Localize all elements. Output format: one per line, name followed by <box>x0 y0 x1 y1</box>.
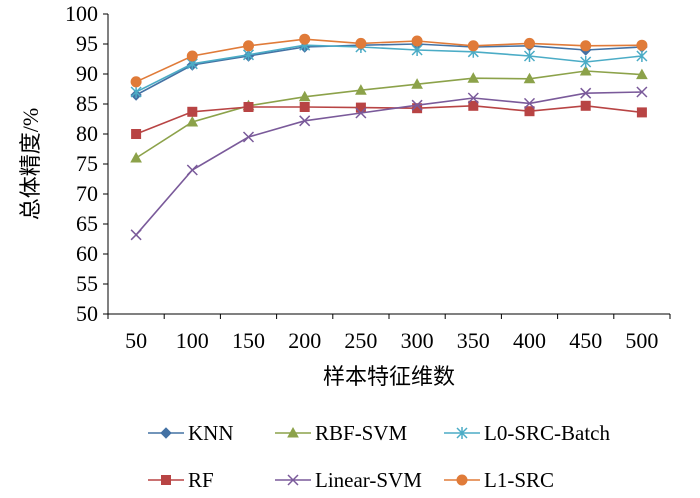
series-line <box>135 44 642 93</box>
x-axis-title: 样本特征维数 <box>323 364 455 389</box>
data-point <box>411 78 423 89</box>
data-point <box>580 87 592 99</box>
legend-label: L0-SRC-Batch <box>484 421 610 445</box>
data-point <box>131 129 142 139</box>
legend-label: Linear-SVM <box>315 468 422 492</box>
data-point <box>242 131 255 143</box>
data-point <box>580 40 592 52</box>
data-point <box>355 84 367 95</box>
data-point <box>243 40 254 52</box>
series-line <box>135 70 642 159</box>
legend-marker <box>287 426 299 438</box>
data-point <box>130 151 142 163</box>
data-point <box>411 35 423 47</box>
data-point <box>355 37 367 49</box>
legend-item: RF <box>148 468 214 492</box>
x-tick-label: 100 <box>176 328 209 353</box>
data-point <box>579 64 592 76</box>
x-tick-label: 50 <box>125 328 147 353</box>
data-point <box>299 33 311 45</box>
data-point <box>636 39 648 51</box>
data-point <box>299 115 311 127</box>
data-point <box>636 107 647 118</box>
data-point <box>524 37 535 49</box>
series-line <box>135 43 642 96</box>
y-tick-label: 75 <box>76 151 98 176</box>
y-tick-label: 60 <box>76 241 98 266</box>
data-point <box>467 92 479 104</box>
x-tick-label: 350 <box>457 328 490 353</box>
y-tick-label: 65 <box>76 211 98 236</box>
data-point <box>299 102 310 112</box>
series-l1-src <box>130 33 648 88</box>
series-linear-svm <box>130 86 648 241</box>
data-point <box>468 100 479 111</box>
y-tick-label: 55 <box>76 271 98 296</box>
data-point <box>186 164 198 176</box>
legend-label: RBF-SVM <box>315 421 408 445</box>
legend-marker <box>287 474 299 486</box>
data-point <box>186 115 199 127</box>
data-point <box>412 103 423 114</box>
legend-marker <box>456 427 468 439</box>
x-tick-label: 400 <box>513 328 546 353</box>
data-point <box>130 229 142 241</box>
y-tick-label: 95 <box>76 31 98 56</box>
x-tick-label: 500 <box>625 328 658 353</box>
legend-marker <box>161 475 171 485</box>
legend-item: L0-SRC-Batch <box>444 421 610 445</box>
legend-item: RBF-SVM <box>275 421 408 445</box>
y-axis-title: 总体精度/% <box>18 108 43 220</box>
data-point <box>411 99 423 111</box>
data-point <box>186 50 198 62</box>
legend-label: KNN <box>188 421 234 445</box>
legend-item: KNN <box>148 421 234 445</box>
y-tick-label: 70 <box>76 181 98 206</box>
x-tick-label: 150 <box>232 328 265 353</box>
data-point <box>636 86 648 98</box>
data-point <box>187 106 198 117</box>
data-point <box>298 90 311 102</box>
data-point <box>580 100 591 111</box>
legend-marker <box>456 474 468 486</box>
legend-label: L1-SRC <box>484 468 554 492</box>
data-point <box>524 106 535 117</box>
data-point <box>355 107 367 119</box>
x-tick-label: 250 <box>344 328 377 353</box>
x-tick-label: 300 <box>401 328 434 353</box>
y-tick-label: 80 <box>76 121 98 146</box>
x-tick-label: 200 <box>288 328 321 353</box>
x-tick-label: 450 <box>569 328 602 353</box>
data-point <box>523 72 536 84</box>
legend-item: Linear-SVM <box>275 468 422 492</box>
y-tick-label: 100 <box>65 1 98 26</box>
series-rbf-svm <box>130 64 648 163</box>
data-point <box>467 72 480 83</box>
legend-label: RF <box>188 468 214 492</box>
series-line <box>135 38 642 83</box>
data-point <box>636 50 648 62</box>
y-tick-label: 50 <box>76 301 98 326</box>
data-point <box>243 102 254 112</box>
series-line <box>135 91 642 236</box>
legend-item: L1-SRC <box>444 468 554 492</box>
data-point <box>580 56 592 68</box>
series-rf <box>131 100 647 139</box>
data-point <box>636 68 648 80</box>
y-tick-label: 90 <box>76 61 98 86</box>
legend-marker <box>160 427 172 439</box>
data-point <box>467 40 479 52</box>
data-point <box>130 76 142 88</box>
series-line <box>135 104 642 135</box>
data-point <box>523 97 536 109</box>
y-tick-label: 85 <box>76 91 98 116</box>
data-point <box>130 86 142 98</box>
data-point <box>523 50 536 62</box>
